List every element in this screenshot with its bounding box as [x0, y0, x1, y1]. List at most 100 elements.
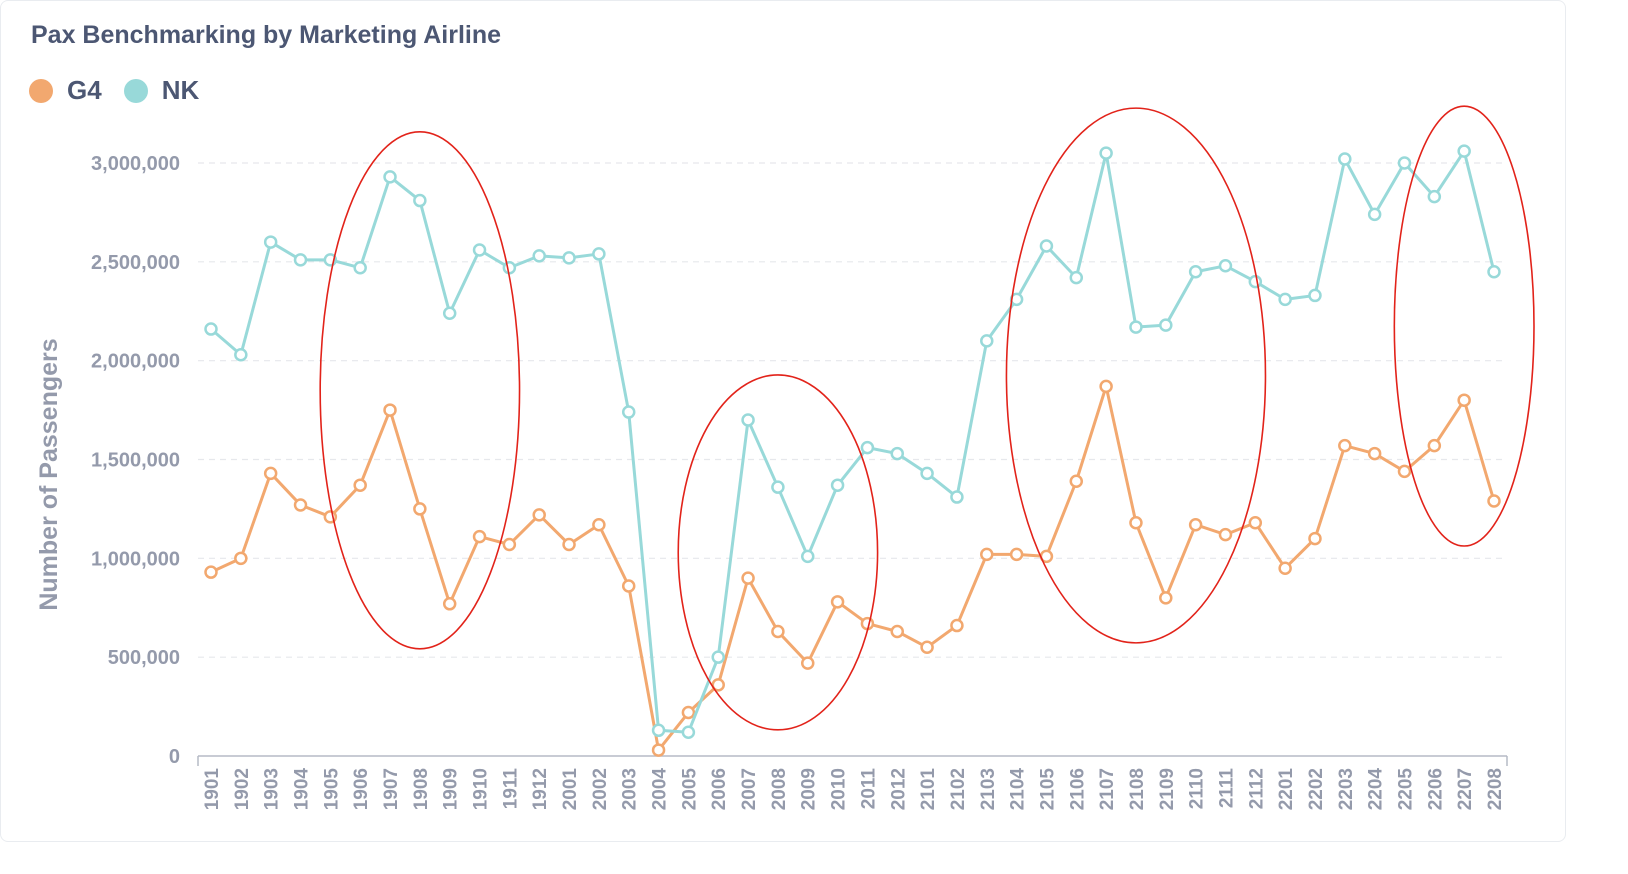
data-point-nk[interactable] [950, 490, 964, 504]
data-point-nk[interactable] [1039, 239, 1054, 253]
data-point-g4[interactable] [651, 743, 666, 757]
x-axis-ticks: 1901 1902 1903 1904 1905 1906 1907 1908 1909 1910… [202, 768, 1506, 811]
data-point-g4[interactable] [353, 478, 367, 492]
data-point-nk[interactable] [920, 466, 934, 481]
data-point-nk[interactable] [800, 549, 815, 564]
x-tick-label: 2105 [1037, 768, 1058, 811]
data-point-g4[interactable] [442, 597, 457, 611]
data-point-g4[interactable] [1218, 527, 1233, 542]
data-point-g4[interactable] [980, 547, 994, 562]
data-point-nk[interactable] [592, 247, 606, 261]
legend-label-nk: NK [161, 75, 200, 105]
data-point-nk[interactable] [980, 334, 994, 348]
data-point-g4[interactable] [1188, 517, 1203, 532]
data-point-g4[interactable] [1278, 561, 1292, 575]
data-point-g4[interactable] [1487, 494, 1501, 508]
data-point-nk[interactable] [502, 261, 517, 275]
data-point-nk[interactable] [1487, 264, 1501, 279]
data-point-nk[interactable] [1308, 288, 1322, 303]
annotation-ellipse [1393, 105, 1535, 547]
data-point-nk[interactable] [1159, 318, 1173, 332]
data-point-g4[interactable] [592, 517, 606, 532]
legend-item-nk[interactable]: NK [123, 75, 200, 106]
data-point-g4[interactable] [263, 466, 278, 481]
data-point-g4[interactable] [1009, 547, 1024, 562]
data-point-nk[interactable] [413, 193, 427, 208]
data-point-nk[interactable] [1218, 259, 1233, 273]
data-point-nk[interactable] [353, 261, 367, 275]
data-point-nk[interactable] [383, 170, 397, 184]
data-point-nk[interactable] [1367, 207, 1382, 222]
data-point-nk[interactable] [741, 413, 755, 427]
data-point-nk[interactable] [293, 253, 308, 267]
data-point-g4[interactable] [1457, 393, 1471, 407]
data-point-nk[interactable] [234, 347, 248, 362]
data-point-g4[interactable] [830, 595, 845, 609]
data-point-nk[interactable] [1099, 146, 1113, 160]
data-point-nk[interactable] [263, 235, 278, 249]
x-tick-label: 2208 [1485, 768, 1506, 810]
data-point-g4[interactable] [472, 529, 487, 544]
data-point-nk[interactable] [1248, 274, 1263, 289]
data-point-nk[interactable] [1069, 270, 1084, 285]
data-point-g4[interactable] [1129, 516, 1143, 530]
legend-item-g4[interactable]: G4 [29, 75, 102, 106]
data-point-g4[interactable] [234, 551, 248, 566]
data-point-g4[interactable] [1248, 516, 1263, 530]
data-point-g4[interactable] [204, 565, 218, 579]
data-point-g4[interactable] [681, 705, 696, 720]
x-tick-label: 1902 [232, 768, 253, 810]
y-tick-label: 1,000,000 [91, 548, 180, 570]
data-point-nk[interactable] [890, 446, 905, 461]
data-point-nk[interactable] [771, 480, 785, 494]
data-point-nk[interactable] [442, 306, 457, 320]
data-point-nk[interactable] [472, 243, 487, 257]
data-point-g4[interactable] [1159, 591, 1173, 605]
data-point-g4[interactable] [1427, 438, 1442, 453]
data-point-g4[interactable] [1397, 464, 1412, 479]
x-tick-label: 2008 [769, 768, 790, 810]
data-point-nk[interactable] [1338, 152, 1352, 166]
data-point-g4[interactable] [1338, 438, 1352, 453]
data-point-nk[interactable] [1427, 189, 1442, 204]
data-point-g4[interactable] [293, 498, 308, 512]
x-tick-label: 2111 [1216, 768, 1237, 809]
data-point-g4[interactable] [532, 508, 546, 522]
data-point-nk[interactable] [711, 650, 725, 664]
data-point-nk[interactable] [1397, 156, 1412, 170]
data-point-nk[interactable] [621, 405, 636, 419]
x-tick-label: 1909 [441, 768, 462, 810]
data-point-nk[interactable] [532, 249, 546, 263]
data-point-nk[interactable] [1457, 144, 1471, 158]
data-point-g4[interactable] [741, 571, 755, 585]
data-point-g4[interactable] [1069, 474, 1084, 488]
data-point-g4[interactable] [1308, 531, 1322, 546]
data-point-g4[interactable] [1099, 379, 1113, 394]
data-point-g4[interactable] [890, 624, 905, 639]
x-tick-label: 2003 [620, 768, 641, 810]
data-point-g4[interactable] [711, 678, 725, 692]
data-point-g4[interactable] [800, 656, 815, 670]
data-point-g4[interactable] [621, 579, 636, 593]
x-tick-label: 2004 [650, 768, 671, 811]
data-point-nk[interactable] [1278, 292, 1292, 307]
data-point-nk[interactable] [1188, 264, 1203, 279]
data-point-nk[interactable] [860, 440, 875, 455]
legend-dot-g4 [29, 78, 53, 103]
data-point-nk[interactable] [1129, 320, 1143, 334]
data-point-nk[interactable] [204, 322, 218, 336]
x-tick-label: 2005 [679, 768, 700, 811]
data-point-g4[interactable] [920, 640, 934, 655]
data-point-g4[interactable] [502, 537, 517, 552]
data-point-g4[interactable] [383, 403, 397, 417]
data-point-nk[interactable] [681, 725, 696, 740]
data-point-nk[interactable] [562, 251, 576, 265]
data-point-g4[interactable] [413, 502, 427, 516]
data-point-nk[interactable] [651, 723, 666, 738]
data-point-g4[interactable] [562, 537, 576, 552]
data-point-g4[interactable] [1367, 446, 1382, 461]
data-point-g4[interactable] [771, 624, 785, 639]
data-point-nk[interactable] [830, 478, 845, 492]
x-tick-label: 2207 [1455, 768, 1476, 810]
data-point-g4[interactable] [950, 618, 964, 633]
